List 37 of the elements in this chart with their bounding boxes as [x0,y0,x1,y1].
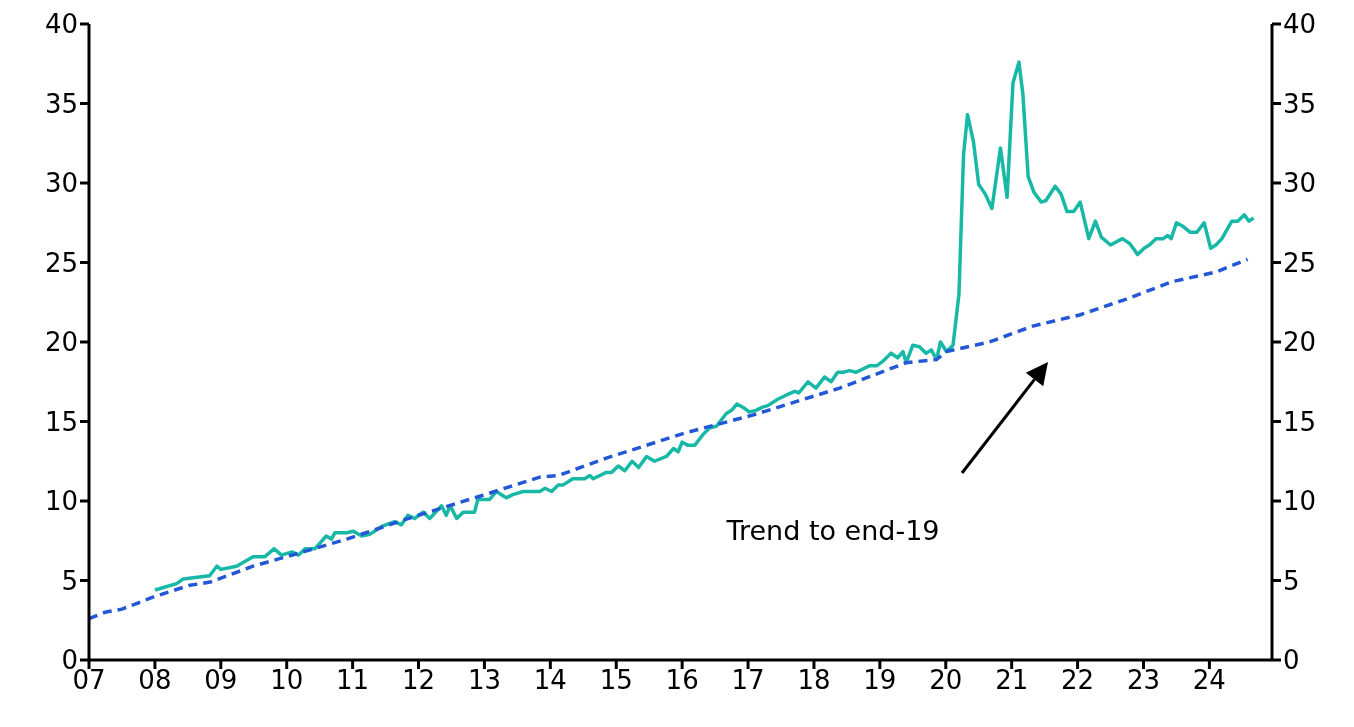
x-tick-label: 14 [533,665,567,696]
y2-tick-label: 10 [1283,486,1317,517]
y2-tick-label: 35 [1283,88,1317,119]
x-tick-label: 21 [995,665,1029,696]
x-tick-label: 09 [204,665,238,696]
x-tick-label: 17 [731,665,765,696]
x-tick-label: 10 [270,665,304,696]
x-tick-label: 13 [467,665,501,696]
x-tick-label: 18 [797,665,831,696]
annotation: Trend to end-19 [725,515,940,546]
y-tick-label: 10 [44,486,78,517]
y2-tick-label: 20 [1283,327,1317,358]
y-tick-label: 40 [44,9,78,40]
y2-tick-label: 30 [1283,168,1317,199]
x-tick-label: 24 [1192,665,1226,696]
line-series [153,60,1256,592]
y-tick-label: 25 [44,247,78,278]
y2-tick-label: 0 [1283,645,1300,676]
x-tick-label: 20 [929,665,963,696]
y2-tick-label: 25 [1283,247,1317,278]
x-tick-label: 08 [138,665,172,696]
y2-tick-label: 15 [1283,406,1317,437]
y-tick-label: 30 [44,168,78,199]
line-series [89,257,1250,621]
y-tick-label: 20 [44,327,78,358]
y-tick-label: 15 [44,406,78,437]
y-tick-label: 5 [61,565,78,596]
x-tick-label: 15 [599,665,633,696]
x-tick-label: 11 [336,665,370,696]
x-tick-label: 23 [1126,665,1161,696]
y-tick-label: 35 [44,88,78,119]
x-tick-label: 12 [401,665,436,696]
y2-tick-label: 5 [1283,565,1300,596]
y2-tick-label: 40 [1283,9,1317,40]
x-tick-label: 19 [863,665,897,696]
x-tick-label: 16 [665,665,699,696]
x-tick-label: 22 [1061,665,1095,696]
